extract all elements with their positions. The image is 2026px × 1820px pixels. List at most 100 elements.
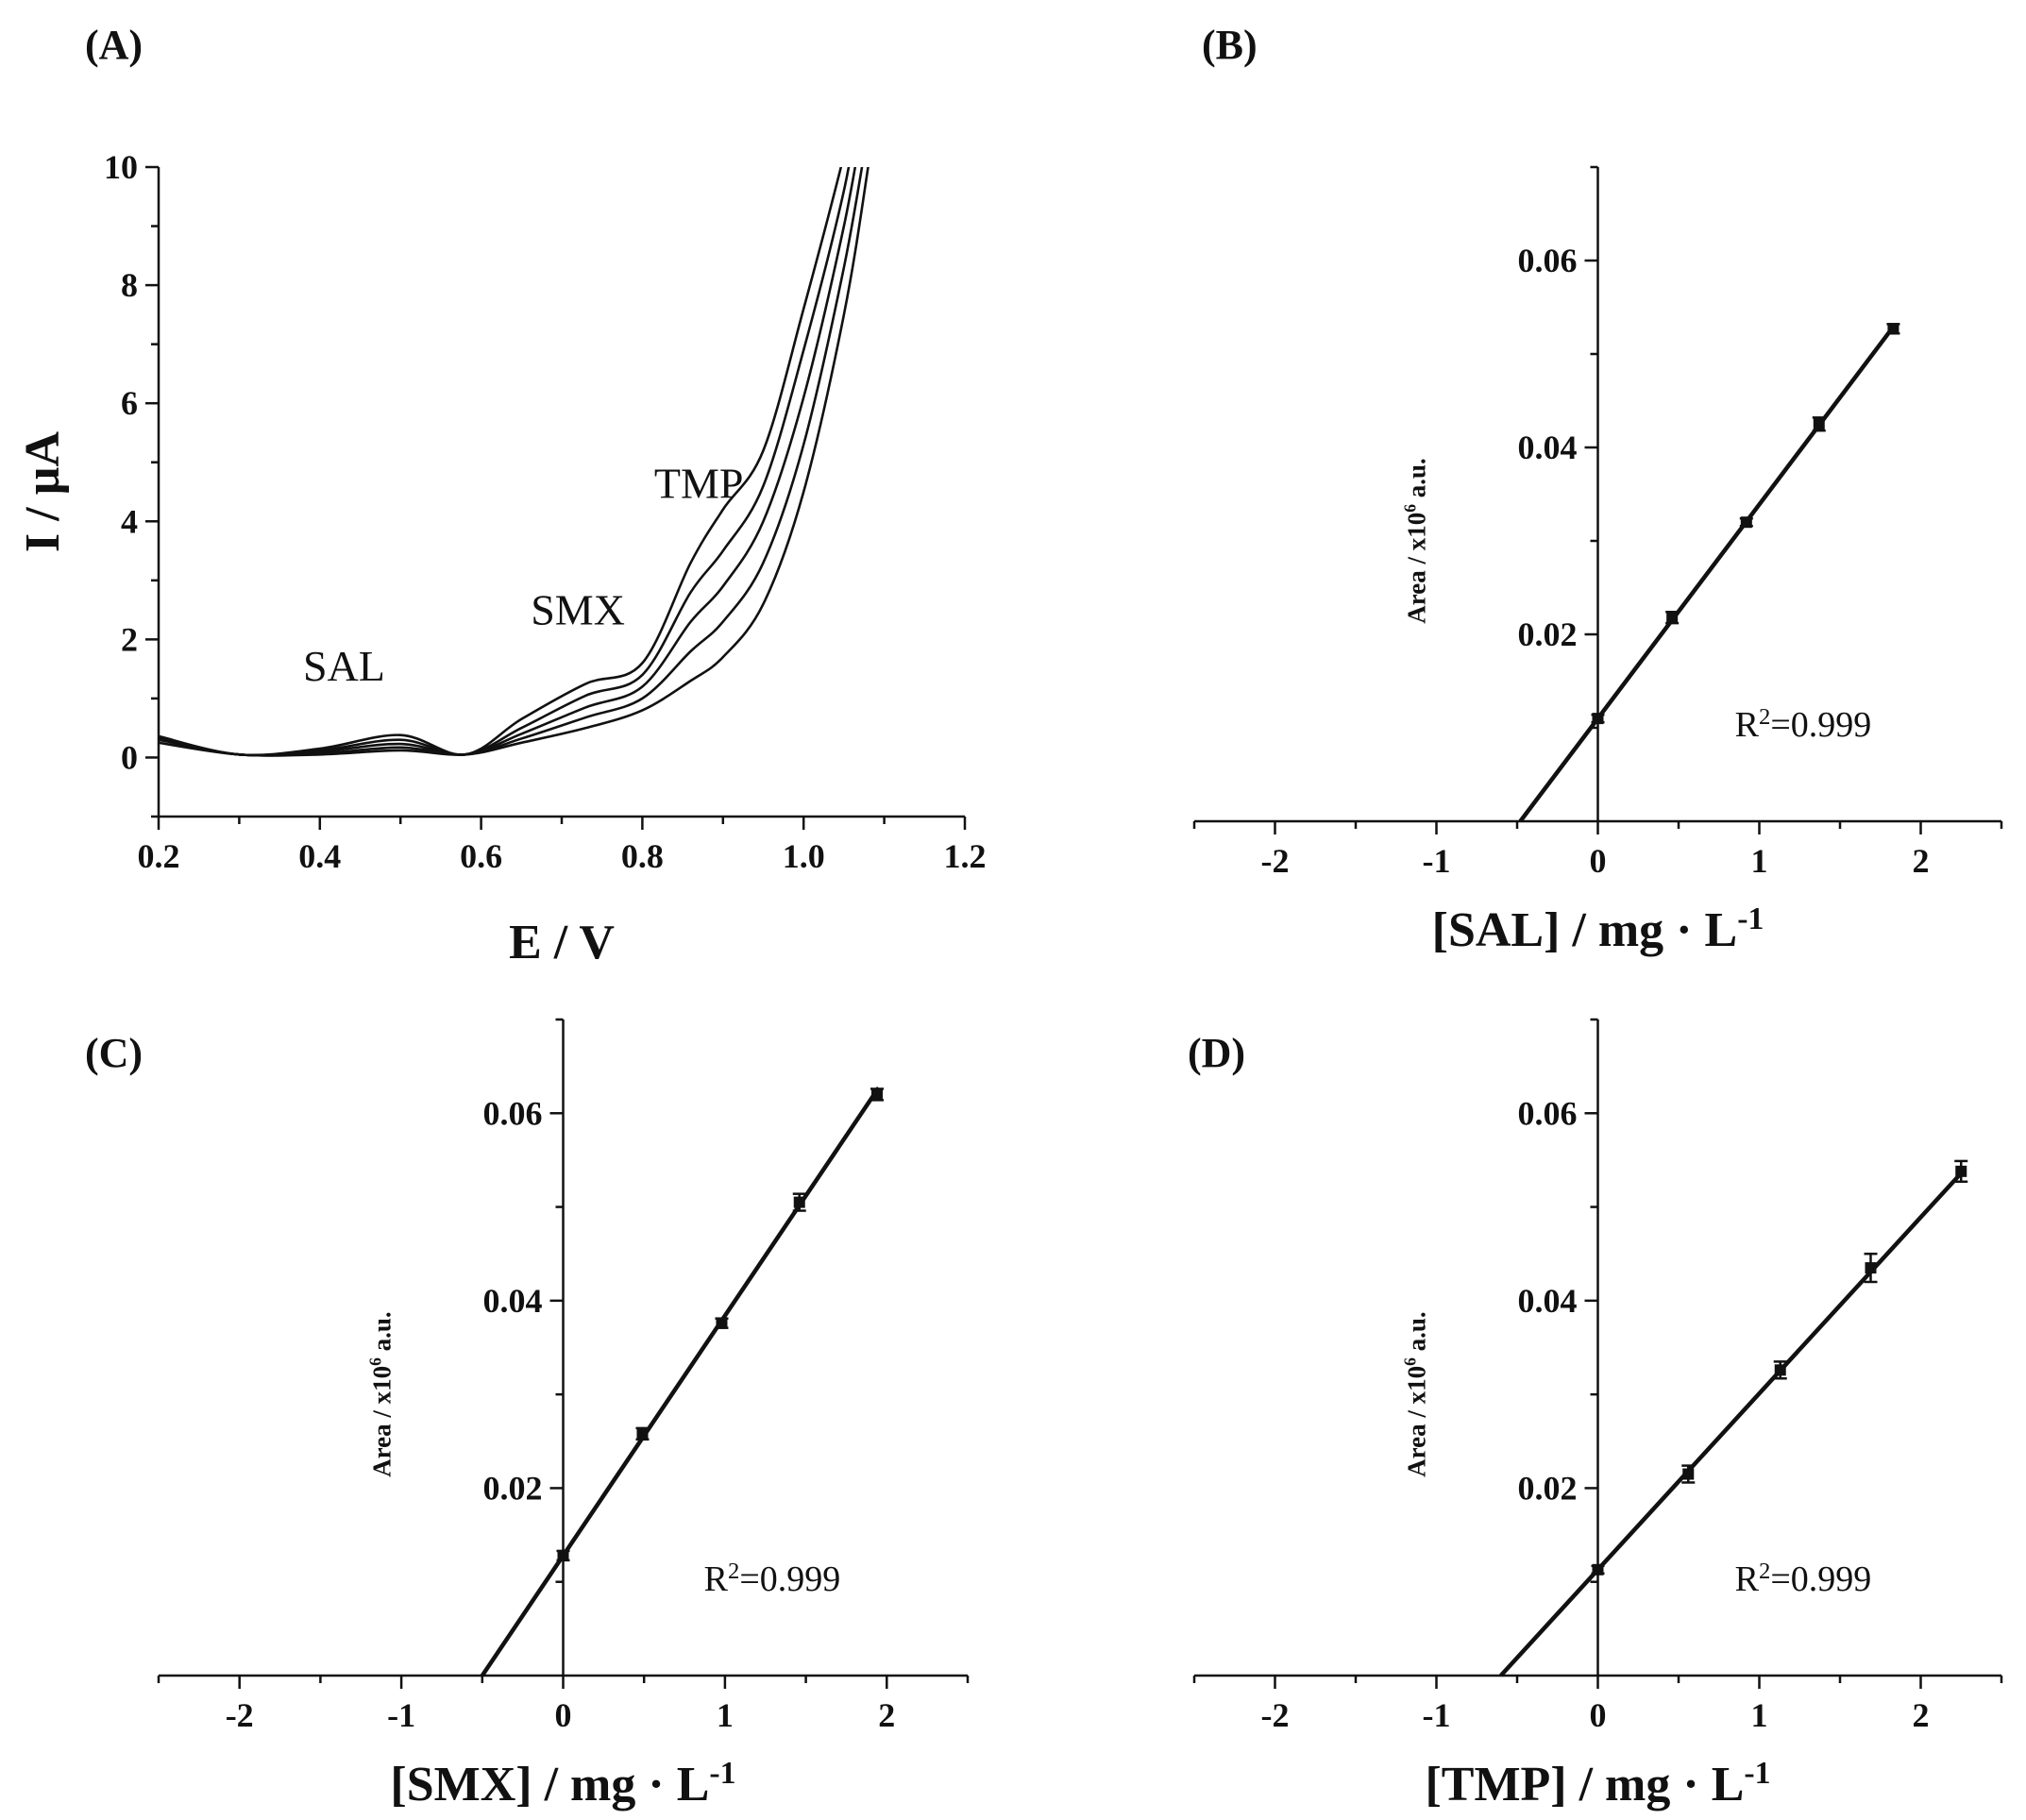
panel-c-x-tick-label: 2 [878,1696,895,1734]
panel-d-x-tick-label: 2 [1913,1696,1930,1734]
panel-b-y-axis-title-base: Area / x10 [1403,513,1431,624]
panel-d-x-tick-label: 1 [1751,1696,1768,1734]
panel-c-y-tick-label: 0.06 [483,1094,543,1132]
panel-c-x-tick-label: 1 [717,1696,734,1734]
panel-b-x-axis-title: [SAL] / mg · L-1 [1432,902,1764,958]
panel-a-traces [159,167,869,757]
panel-a-y-axis-title: I / µA [16,430,70,552]
panel-a-y-tick-label: 4 [121,502,138,540]
panel-a-trace-1 [159,167,869,757]
panel-c-x-axis-title-base: [SMX] / mg · L [390,1758,709,1812]
panel-d-y-tick-label: 0.06 [1518,1094,1578,1132]
panel-c-y-axis-title-suffix: a.u. [368,1311,397,1357]
panel-c-data-point [716,1317,728,1329]
panel-c-label: (C) [85,1030,143,1076]
panel-d-r-squared-suffix: =0.999 [1770,1559,1871,1599]
panel-d-tmp-calibration: (D)-2 -1 0 1 20.020.040.06[TMP] / mg · L-1Ar… [1188,1018,2003,1812]
panel-d-data-point [1682,1468,1695,1480]
panel-a-y-tick-label: 8 [121,266,138,304]
panel-b-y-tick-label: 0.06 [1518,242,1578,279]
panel-a-y-tick-label: 0 [121,738,138,776]
panel-a-x-tick-label: 1.0 [783,837,825,875]
panel-a-peak-label-smx: SMX [531,586,625,634]
panel-c-r-squared: R2=0.999 [704,1559,841,1600]
panel-c-x-tick-label: 0 [555,1696,572,1734]
panel-b-y-tick-label: 0.02 [1518,615,1578,653]
panel-d-data-point [1865,1262,1877,1274]
panel-d-y-axis-title-sup: 6 [1401,1357,1420,1366]
panel-b-x-tick-label: -1 [1423,842,1451,880]
panel-a-y-tick-label: 2 [121,620,138,658]
panel-b-y-axis-title-sup: 6 [1401,504,1420,513]
panel-d-y-axis-title-suffix: a.u. [1403,1311,1431,1357]
panel-b-sal-calibration: (B)-2 -1 0 1 20.020.040.06[SAL] / mg · L-1Ar… [1192,22,2003,958]
panel-d-x-tick-label: -2 [1261,1696,1290,1734]
panel-a-peak-label-tmp: TMP [654,459,744,507]
panel-b-x-tick-label: 2 [1913,842,1930,880]
panel-b-x-axis-title-base: [SAL] / mg · L [1432,903,1738,957]
panel-d-x-axis-title-sup: -1 [1744,1756,1770,1791]
panel-a-x-tick-label: 1.2 [944,837,987,875]
panel-c-x-axis-title: [SMX] / mg · L-1 [390,1756,735,1812]
panel-c-r-squared-base: R [704,1559,729,1599]
panel-b-r-squared-base: R [1735,705,1760,745]
panel-c-y-axis-title-sup: 6 [366,1357,385,1366]
panel-d-x-axis-title-base: [TMP] / mg · L [1425,1758,1744,1812]
panel-d-data-point [1592,1563,1604,1576]
panel-b-label: (B) [1202,22,1258,68]
panel-c-y-axis-title: Area / x106 a.u. [366,1311,397,1477]
panel-c-data-point [871,1088,884,1101]
panel-d-fit-line [1499,1170,1965,1677]
panel-d-r-squared: R2=0.999 [1735,1559,1872,1600]
panel-c-r-squared-suffix: =0.999 [739,1559,840,1599]
panel-b-y-axis-title-suffix: a.u. [1403,458,1431,504]
panel-d-y-axis-title-base: Area / x10 [1403,1366,1431,1477]
panel-d-data-point [1955,1165,1967,1177]
panel-b-data-point [1887,323,1899,335]
panel-c-r-squared-sup: 2 [728,1559,739,1584]
panel-d-r-squared-sup: 2 [1759,1559,1770,1584]
panel-a-trace-4 [159,167,851,757]
panel-a-y-tick-label: 6 [121,384,138,422]
panel-c-x-tick-label: -1 [387,1696,415,1734]
panel-d-x-tick-label: -1 [1423,1696,1451,1734]
panel-d-label: (D) [1188,1030,1245,1076]
panel-c-data-point [636,1427,649,1440]
panel-b-y-tick-label: 0.04 [1518,429,1578,466]
panel-a-trace-2 [159,167,864,757]
panel-d-y-tick-label: 0.04 [1518,1282,1578,1320]
panel-d-r-squared-base: R [1735,1559,1760,1599]
panel-c-y-tick-label: 0.02 [483,1469,543,1507]
panel-a-x-tick-label: 0.6 [460,837,502,875]
panel-c-smx-calibration: (C)-2 -1 0 1 20.020.040.06[SMX] / mg · L-1Ar… [85,1018,970,1812]
panel-c-data-point [793,1196,805,1208]
panel-b-x-axis-title-sup: -1 [1737,902,1764,936]
panel-c-fit-line [480,1087,881,1677]
panel-b-x-tick-label: 0 [1590,842,1607,880]
panel-a-x-axis-title: E / V [509,916,615,969]
panel-a-x-tick-label: 0.4 [298,837,341,875]
panel-a-label: (A) [85,22,143,68]
panel-c-x-tick-label: -2 [226,1696,254,1734]
panel-b-x-tick-label: 1 [1751,842,1768,880]
panel-a-voltammogram: (A) 0.2 0.4 0.6 0.8 1.0 1.2 0 2 4 6 8 10 E / V I / µA S… [16,22,987,969]
panel-d-x-axis-title: [TMP] / mg · L-1 [1425,1756,1770,1812]
panel-c-data-point [557,1549,569,1561]
panel-b-r-squared: R2=0.999 [1735,704,1872,746]
panel-d-y-axis-title: Area / x106 a.u. [1401,1311,1431,1477]
panel-b-fit-line [1518,323,1897,823]
panel-c-y-axis-title-base: Area / x10 [368,1366,397,1477]
panel-b-x-tick-label: -2 [1261,842,1290,880]
panel-d-x-tick-label: 0 [1590,1696,1607,1734]
panel-a-peak-label-sal: SAL [303,642,385,690]
panel-a-x-tick-label: 0.8 [621,837,664,875]
panel-d-data-point [1774,1364,1786,1376]
panel-b-data-point [1740,516,1752,529]
panel-b-y-axis-title: Area / x106 a.u. [1401,458,1431,624]
panel-a-trace-3 [159,167,857,757]
panel-b-data-point [1813,418,1825,430]
panel-c-y-tick-label: 0.04 [483,1282,543,1320]
panel-d-y-tick-label: 0.02 [1518,1469,1578,1507]
panel-c-x-axis-title-sup: -1 [709,1756,735,1791]
